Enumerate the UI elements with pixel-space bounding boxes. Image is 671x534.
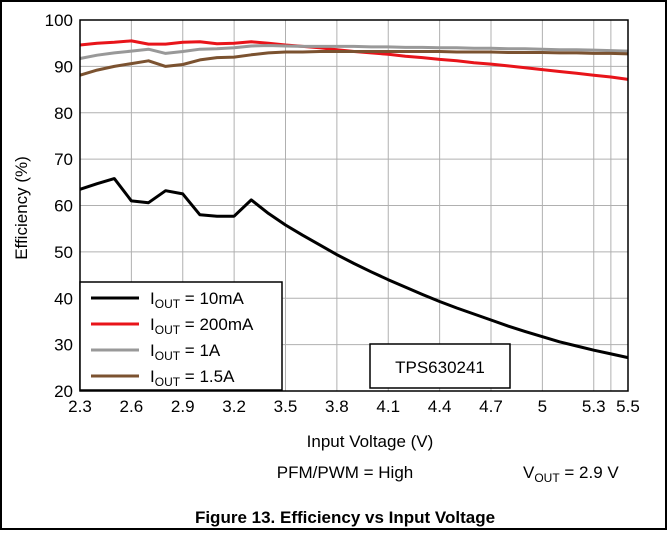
x-axis-label: Input Voltage (V) — [307, 432, 434, 451]
x-tick-label: 5.3 — [582, 397, 606, 416]
legend-label-value: = 1A — [180, 341, 221, 360]
x-tick-label: 4.1 — [376, 397, 400, 416]
legend-label-0: IOUT = 10mA — [150, 289, 245, 311]
vout-main: V — [523, 463, 535, 482]
device-label-box: TPS630241 — [369, 343, 511, 389]
y-tick-label: 80 — [54, 104, 73, 123]
x-tick-label: 4.4 — [428, 397, 452, 416]
series-line-2 — [79, 44, 629, 60]
legend-label-value: = 10mA — [180, 289, 244, 308]
y-tick-label: 40 — [54, 289, 73, 308]
x-tick-labels: 2.3 2.6 2.9 3.2 3.5 3.8 4.1 4.4 4.7 5 5.3 5.5 — [68, 397, 640, 416]
x-tick-label: 2.3 — [68, 397, 92, 416]
legend-label-main: I — [150, 341, 155, 360]
vout-subscript: OUT — [534, 471, 560, 485]
condition-mode-label: PFM/PWM = High — [277, 463, 414, 482]
series-line-0 — [79, 177, 629, 360]
x-tick-label: 2.9 — [171, 397, 195, 416]
legend-label-1: IOUT = 200mA — [150, 315, 254, 337]
plot-area-border — [79, 19, 629, 392]
figure-title: Figure 13. Efficiency vs Input Voltage — [195, 508, 495, 527]
legend-label-3: IOUT = 1.5A — [150, 367, 235, 389]
y-tick-label: 30 — [54, 336, 73, 355]
x-tick-label: 5 — [538, 397, 547, 416]
x-tick-label: 2.6 — [120, 397, 144, 416]
legend-label-subscript: OUT — [155, 323, 181, 337]
legend-label-subscript: OUT — [155, 349, 181, 363]
y-tick-labels: 20 30 40 50 60 70 80 90 100 — [45, 11, 73, 401]
y-tick-label: 60 — [54, 197, 73, 216]
legend-label-value: = 200mA — [180, 315, 254, 334]
legend-label-subscript: OUT — [155, 375, 181, 389]
y-tick-label: 50 — [54, 243, 73, 262]
legend-label-subscript: OUT — [155, 297, 181, 311]
device-label: TPS630241 — [395, 358, 485, 377]
y-tick-label: 20 — [54, 382, 73, 401]
legend-label-main: I — [150, 367, 155, 386]
legend-label-value: = 1.5A — [180, 367, 235, 386]
x-tick-label: 5.5 — [616, 397, 640, 416]
x-tick-label: 3.8 — [325, 397, 349, 416]
x-tick-label: 3.2 — [222, 397, 246, 416]
series-line-3 — [79, 50, 629, 77]
legend-label-main: I — [150, 289, 155, 308]
y-tick-label: 90 — [54, 57, 73, 76]
legend-label-2: IOUT = 1A — [150, 341, 221, 363]
y-tick-label: 70 — [54, 150, 73, 169]
x-tick-label: 4.7 — [479, 397, 503, 416]
y-axis-label: Efficiency (%) — [12, 156, 31, 260]
condition-vout-label: VOUT = 2.9 V — [523, 463, 619, 485]
y-tick-label: 100 — [45, 11, 73, 30]
legend-label-main: I — [150, 315, 155, 334]
vout-rest: = 2.9 V — [560, 463, 620, 482]
series-group — [79, 39, 629, 360]
x-tick-label: 3.5 — [274, 397, 298, 416]
